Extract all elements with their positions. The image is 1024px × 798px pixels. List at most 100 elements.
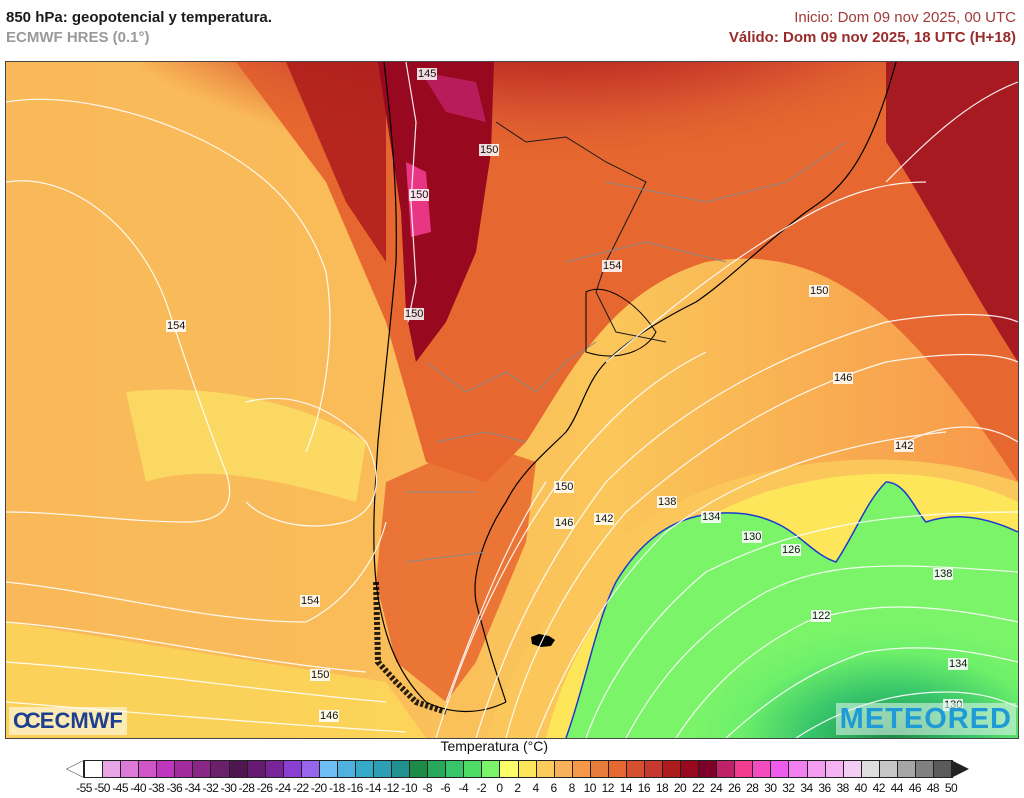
colorbar-tick-label: 50	[944, 781, 958, 795]
header-left: 850 hPa: geopotencial y temperatura. ECM…	[6, 8, 272, 48]
colorbar-swatch	[428, 761, 447, 777]
isoline-label: 154	[300, 595, 321, 607]
colorbar-tick-label: -22	[292, 781, 309, 795]
colorbar-swatch	[861, 761, 880, 777]
colorbar-tick-label: 44	[890, 781, 904, 795]
colorbar-swatch	[85, 761, 104, 777]
colorbar-tick-label: 18	[655, 781, 669, 795]
colorbar-tick-label: -6	[440, 781, 451, 795]
colorbar-swatch	[789, 761, 808, 777]
colorbar-swatch	[699, 761, 718, 777]
colorbar-swatch	[482, 761, 501, 777]
colorbar-tick-label: 40	[854, 781, 868, 795]
colorbar-tick-label: 26	[728, 781, 741, 795]
isoline-label: 130	[742, 531, 763, 543]
colorbar-tick-label: -12	[383, 781, 399, 795]
isoline-label: 126	[781, 544, 802, 556]
colorbar-tick-label: -38	[148, 781, 165, 795]
isoline-label: 150	[554, 481, 575, 493]
isoline-label: 150	[404, 308, 425, 320]
colorbar-swatch	[410, 761, 429, 777]
isoline-label: 134	[701, 511, 722, 523]
colorbar-swatch	[626, 761, 645, 777]
colorbar-swatch	[464, 761, 483, 777]
isoline-label: 122	[811, 610, 832, 622]
colorbar-swatch	[229, 761, 248, 777]
colorbar-swatch	[355, 761, 374, 777]
colorbar-swatch	[933, 761, 952, 777]
isoline-label: 146	[833, 372, 854, 384]
colorbar-tick-label: 4	[532, 781, 539, 795]
colorbar-swatch	[283, 761, 302, 777]
colorbar-tick-label: -30	[220, 781, 237, 795]
colorbar-tick-label: 34	[800, 781, 813, 795]
colorbar-tick-label: 6	[550, 781, 558, 795]
temperature-colorbar	[84, 760, 953, 778]
colorbar-max-arrow-icon	[951, 760, 969, 778]
colorbar-swatch	[590, 761, 609, 777]
colorbar-tick-label: -40	[130, 781, 147, 795]
colorbar-swatch	[572, 761, 591, 777]
colorbar-min-arrow-icon	[66, 760, 84, 778]
colorbar-swatch	[247, 761, 266, 777]
colorbar-swatch	[446, 761, 465, 777]
colorbar-swatch	[843, 761, 862, 777]
colorbar-tick-label: 2	[514, 781, 521, 795]
colorbar-tick-label: 16	[637, 781, 651, 795]
model-name: ECMWF HRES (0.1°)	[6, 29, 150, 46]
colorbar-swatch	[681, 761, 700, 777]
isoline-label: 154	[602, 260, 623, 272]
colorbar-swatch	[157, 761, 176, 777]
colorbar-tick-label: 28	[746, 781, 759, 795]
colorbar-swatch	[265, 761, 284, 777]
colorbar-tick-label: 8	[568, 781, 576, 795]
colorbar-tick-label: -28	[238, 781, 255, 795]
colorbar-tick-label: -36	[166, 781, 183, 795]
colorbar-swatch	[103, 761, 122, 777]
colorbar-tick-label: 12	[601, 781, 615, 795]
colorbar-tick-label: -14	[365, 781, 381, 795]
colorbar-tick-label: -8	[422, 781, 433, 795]
colorbar-tick-label: 36	[818, 781, 831, 795]
isoline-label: 146	[319, 710, 340, 722]
colorbar-swatch	[879, 761, 898, 777]
colorbar-swatch	[717, 761, 736, 777]
colorbar-tick-label: -4	[458, 781, 469, 795]
colorbar-tick-label: 46	[908, 781, 922, 795]
ecmwf-logo: CC ECMWF	[9, 707, 127, 735]
colorbar-tick-label: -18	[328, 781, 345, 795]
colorbar-tick-label: 42	[872, 781, 886, 795]
colorbar-tick-label: 10	[583, 781, 597, 795]
colorbar-swatch	[193, 761, 212, 777]
colorbar-tick-label: 14	[619, 781, 633, 795]
colorbar-tick-label: 20	[673, 781, 687, 795]
colorbar-tick-label: -16	[347, 781, 363, 795]
colorbar-swatch	[139, 761, 158, 777]
isoline-label: 134	[948, 658, 969, 670]
colorbar-swatch	[915, 761, 934, 777]
colorbar-tick-label: -24	[274, 781, 291, 795]
isoline-label: 138	[657, 496, 678, 508]
isoline-label: 146	[554, 517, 575, 529]
colorbar-tick-label: 24	[710, 781, 723, 795]
colorbar-swatch	[211, 761, 230, 777]
colorbar-swatch	[175, 761, 194, 777]
temperature-field	[6, 62, 1018, 738]
isoline-label: 150	[310, 669, 331, 681]
isoline-label: 150	[479, 144, 500, 156]
colorbar-tick-label: -32	[202, 781, 219, 795]
header-right: Inicio: Dom 09 nov 2025, 00 UTC Válido: …	[729, 8, 1016, 48]
colorbar-tick-label: -20	[310, 781, 327, 795]
isoline-label: 145	[417, 68, 438, 80]
colorbar-swatch	[608, 761, 627, 777]
colorbar-swatch	[753, 761, 772, 777]
colorbar-tick-label: -26	[256, 781, 273, 795]
colorbar-tick-label: -2	[476, 781, 487, 795]
colorbar-tick-label: 30	[764, 781, 777, 795]
colorbar-tick-label: -10	[401, 781, 418, 795]
colorbar-tick-label: 48	[926, 781, 940, 795]
isoline-label: 138	[933, 568, 954, 580]
colorbar-tick-label: 22	[691, 781, 705, 795]
weather-map: 145 150 150 150 154 154 150 146 142 150 …	[5, 61, 1019, 739]
colorbar-swatch	[518, 761, 537, 777]
